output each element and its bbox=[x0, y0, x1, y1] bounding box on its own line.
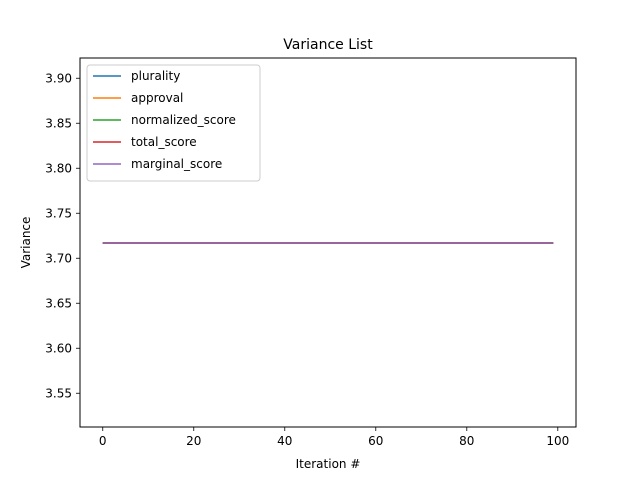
y-tick-label: 3.90 bbox=[45, 71, 72, 85]
legend-label: plurality bbox=[131, 69, 180, 83]
axes-frame bbox=[79, 57, 577, 428]
y-tick-label: 3.70 bbox=[45, 251, 72, 265]
legend-label: total_score bbox=[131, 135, 197, 149]
y-tick-label: 3.85 bbox=[45, 116, 72, 130]
x-tick-label: 60 bbox=[368, 434, 383, 448]
x-tick-label: 80 bbox=[459, 434, 474, 448]
y-tick-label: 3.80 bbox=[45, 161, 72, 175]
x-tick-label: 20 bbox=[186, 434, 201, 448]
chart-title: Variance List bbox=[283, 37, 373, 53]
x-tick-label: 0 bbox=[99, 434, 107, 448]
y-axis-ticks: 3.55 3.60 3.65 3.70 3.75 3.80 3.85 3.90 bbox=[45, 71, 80, 400]
y-tick-label: 3.60 bbox=[45, 341, 72, 355]
x-axis-label: Iteration # bbox=[296, 457, 361, 471]
y-axis-label: Variance bbox=[19, 217, 33, 269]
legend-label: approval bbox=[131, 91, 183, 105]
legend-frame bbox=[86, 64, 261, 182]
x-tick-label: 40 bbox=[277, 434, 292, 448]
y-tick-label: 3.75 bbox=[45, 206, 72, 220]
y-tick-label: 3.65 bbox=[45, 296, 72, 310]
plot-area: 0 20 40 60 80 100 3.55 3.60 3.65 3.70 3.75 3.80 3.8… bbox=[45, 57, 577, 448]
y-tick-label: 3.55 bbox=[45, 386, 72, 400]
legend: plurality approval normalized_score total_s… bbox=[86, 64, 261, 182]
x-axis-ticks: 0 20 40 60 80 100 bbox=[99, 427, 569, 448]
x-tick-label: 100 bbox=[546, 434, 569, 448]
legend-label: normalized_score bbox=[131, 113, 236, 127]
legend-label: marginal_score bbox=[131, 157, 222, 171]
